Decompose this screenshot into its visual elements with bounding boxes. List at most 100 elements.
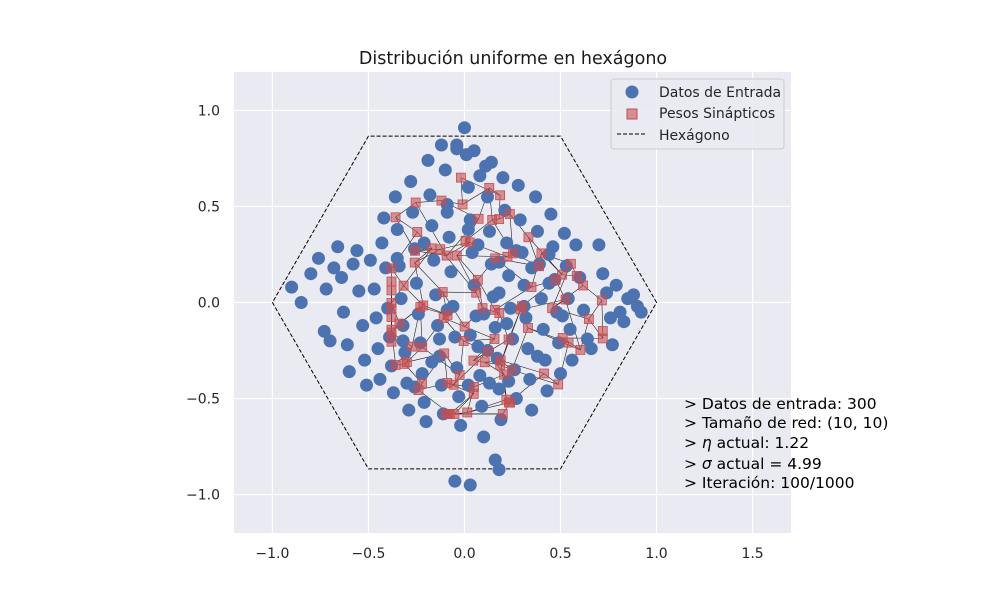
input-point bbox=[406, 205, 420, 219]
input-point bbox=[427, 253, 441, 267]
input-point bbox=[555, 309, 569, 323]
weight-point bbox=[386, 298, 397, 308]
weight-point bbox=[469, 382, 479, 392]
weight-point bbox=[495, 190, 506, 201]
input-point bbox=[519, 311, 533, 325]
weight-point bbox=[386, 285, 397, 296]
legend-input-label: Datos de Entrada bbox=[659, 85, 781, 101]
input-point bbox=[452, 390, 466, 404]
legend-frame bbox=[610, 78, 785, 150]
weight-point bbox=[386, 312, 397, 322]
weight-point bbox=[473, 213, 484, 224]
input-point bbox=[603, 311, 617, 325]
weight-point bbox=[503, 334, 514, 345]
input-point bbox=[454, 418, 468, 432]
input-point bbox=[536, 322, 550, 336]
weight-point bbox=[477, 303, 488, 314]
weight-point bbox=[398, 280, 409, 291]
input-point bbox=[360, 378, 374, 392]
weight-point bbox=[534, 261, 544, 272]
weight-point bbox=[442, 309, 453, 320]
weight-point bbox=[386, 327, 397, 338]
input-point bbox=[352, 284, 366, 298]
input-point bbox=[425, 219, 439, 233]
input-point bbox=[463, 478, 477, 492]
input-point bbox=[482, 376, 496, 390]
weight-point bbox=[410, 197, 421, 208]
weight-point bbox=[494, 214, 504, 224]
weight-point bbox=[449, 409, 460, 419]
weight-point bbox=[457, 199, 468, 210]
input-point bbox=[565, 353, 579, 367]
input-point bbox=[530, 224, 544, 238]
input-point bbox=[375, 236, 389, 250]
input-point bbox=[513, 213, 527, 227]
input-point bbox=[500, 317, 514, 331]
weight-point bbox=[454, 370, 465, 380]
x-tick-label: 0.0 bbox=[453, 546, 475, 562]
weight-point bbox=[565, 258, 576, 269]
weight-point bbox=[418, 300, 429, 311]
input-point bbox=[584, 342, 598, 356]
input-point bbox=[409, 276, 423, 290]
input-point bbox=[323, 334, 337, 348]
weight-point bbox=[410, 245, 420, 256]
input-point bbox=[346, 257, 360, 271]
weight-point bbox=[390, 360, 401, 370]
weight-point bbox=[489, 334, 500, 344]
weight-point bbox=[417, 378, 427, 389]
weight-point bbox=[501, 394, 512, 405]
weight-point bbox=[597, 326, 608, 336]
weight-point bbox=[523, 232, 534, 243]
input-point bbox=[388, 190, 402, 204]
input-point bbox=[477, 430, 491, 444]
input-point bbox=[442, 230, 456, 244]
input-point bbox=[369, 311, 383, 325]
weight-point bbox=[426, 243, 437, 254]
weight-point bbox=[557, 333, 568, 343]
input-point bbox=[461, 180, 475, 194]
input-point bbox=[563, 322, 577, 336]
input-point bbox=[523, 372, 537, 386]
weight-point bbox=[504, 209, 515, 219]
input-point bbox=[350, 244, 364, 258]
weight-point bbox=[437, 287, 448, 297]
input-point bbox=[488, 320, 502, 334]
legend-weights-marker bbox=[626, 108, 638, 120]
weight-point bbox=[571, 271, 582, 281]
input-point bbox=[577, 303, 591, 317]
x-tick-label: −0.5 bbox=[351, 546, 385, 562]
input-point bbox=[492, 286, 506, 300]
y-tick-label: 0.5 bbox=[198, 199, 220, 215]
legend-hexagon-label: Hexágono bbox=[659, 128, 730, 144]
weight-point bbox=[451, 250, 462, 261]
input-point bbox=[592, 238, 606, 252]
input-point bbox=[423, 188, 437, 202]
x-tick-label: 1.0 bbox=[645, 546, 667, 562]
input-point bbox=[312, 251, 326, 265]
input-point bbox=[356, 319, 370, 333]
weight-point bbox=[394, 318, 405, 329]
input-point bbox=[504, 301, 518, 315]
weight-point bbox=[436, 195, 447, 206]
weight-point bbox=[479, 357, 490, 368]
input-point bbox=[404, 174, 418, 188]
input-point bbox=[481, 190, 495, 204]
input-point bbox=[569, 238, 583, 252]
input-point bbox=[634, 305, 648, 319]
weight-point bbox=[435, 244, 446, 255]
weight-point bbox=[458, 336, 469, 346]
input-point bbox=[554, 367, 568, 381]
input-point bbox=[335, 271, 349, 285]
input-point bbox=[363, 253, 377, 267]
info-iteration: > Iteración: 100/1000 bbox=[684, 474, 855, 492]
weight-point bbox=[471, 287, 482, 298]
input-point bbox=[471, 238, 485, 252]
input-point bbox=[457, 121, 471, 135]
weight-point bbox=[489, 304, 500, 315]
weight-point bbox=[526, 282, 537, 292]
weight-point bbox=[439, 348, 450, 359]
input-point bbox=[473, 368, 487, 382]
input-point bbox=[511, 178, 525, 192]
weight-points bbox=[386, 172, 608, 419]
